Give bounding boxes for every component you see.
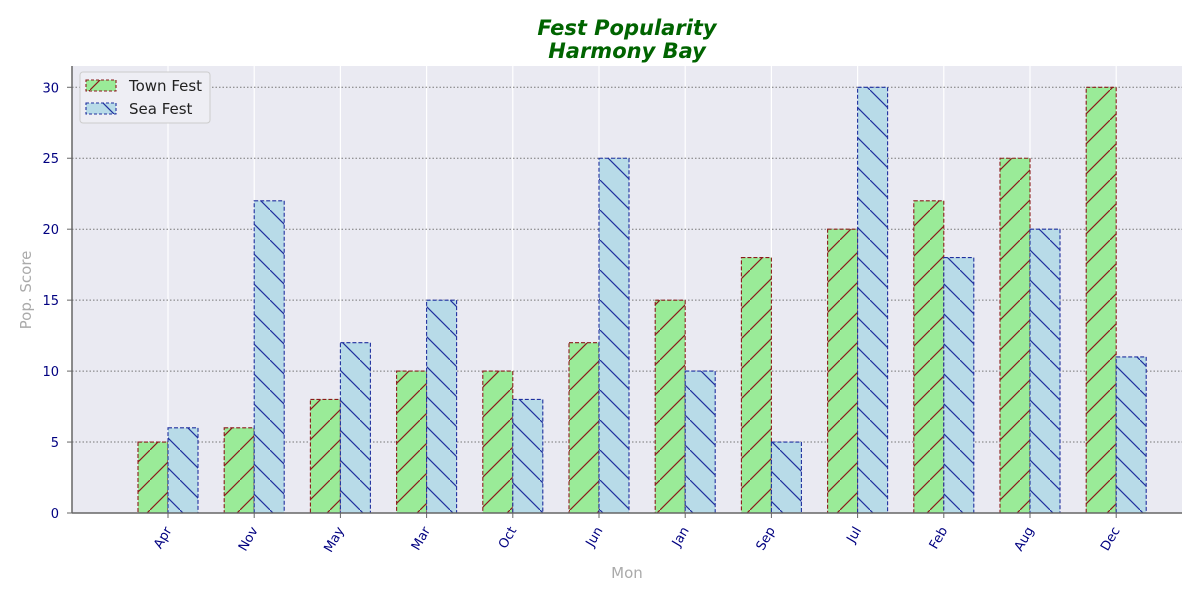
x-tick-label: Aug (1012, 525, 1038, 554)
legend-label-town-fest: Town Fest (128, 77, 202, 95)
x-tick-label: Jan (669, 525, 693, 551)
y-tick-label: 10 (42, 365, 59, 380)
y-tick-label: 30 (42, 81, 59, 96)
x-tick-label: Dec (1098, 525, 1124, 554)
bar-hatch-sea-fest (167, 427, 199, 514)
y-tick-label: 5 (51, 436, 59, 451)
y-tick-label: 25 (42, 152, 59, 167)
bar-hatch-sea-fest (598, 157, 630, 514)
bar-hatch-sea-fest (684, 370, 716, 514)
x-tick-label: Feb (927, 525, 952, 552)
x-tick-label: Mar (409, 524, 435, 553)
y-tick-label: 15 (42, 294, 59, 309)
legend: Town Fest Sea Fest (79, 71, 211, 124)
bar-hatch-town-fest (913, 200, 945, 514)
bar-hatch-sea-fest (253, 200, 285, 514)
bar-hatch-sea-fest (943, 257, 975, 514)
bar-hatch-town-fest (999, 157, 1031, 514)
bar-hatch-sea-fest (339, 342, 371, 514)
chart-title-line-2: Harmony Bay (548, 39, 707, 63)
y-tick-labels: 0 5 10 15 20 25 30 (42, 81, 72, 522)
x-axis-label: Mon (611, 564, 643, 582)
x-tick-label: Nov (236, 524, 262, 554)
bar-hatch-town-fest (309, 398, 341, 514)
bar-hatch-sea-fest (426, 299, 458, 514)
y-tick-label: 0 (51, 507, 59, 522)
bar-hatch-town-fest (137, 441, 169, 514)
x-tick-label: May (321, 524, 348, 555)
horizontal-grid (72, 86, 1182, 443)
bar-hatch-town-fest (482, 370, 514, 514)
x-tick-label: Oct (496, 525, 520, 552)
x-tick-label: Sep (754, 525, 779, 554)
bar-hatch-town-fest (1085, 86, 1117, 514)
x-tick-label: Apr (151, 524, 176, 552)
x-tick-label: Jul (844, 525, 865, 547)
chart-title-line-1: Fest Popularity (537, 16, 718, 40)
bar-hatch-town-fest (223, 427, 255, 514)
bar-hatch-town-fest (654, 299, 686, 514)
bar-hatch-sea-fest (1115, 356, 1147, 514)
bar-hatch-sea-fest (1029, 228, 1061, 514)
x-tick-labels: Apr Nov May Mar Oct Jun Jan Sep Jul Feb Aug Dec (151, 513, 1124, 555)
bar-hatch-town-fest (827, 228, 859, 514)
x-tick-label: Jun (583, 525, 607, 551)
y-tick-label: 20 (42, 223, 59, 238)
bars-group (137, 86, 1147, 514)
legend-swatch-hatch (86, 80, 116, 91)
y-axis-label: Pop. Score (17, 251, 35, 330)
bar-hatch-town-fest (740, 257, 772, 514)
bar-hatch-sea-fest (857, 86, 889, 514)
bar-hatch-sea-fest (770, 441, 802, 514)
legend-swatch-hatch (86, 103, 116, 114)
bar-hatch-sea-fest (512, 398, 544, 514)
legend-label-sea-fest: Sea Fest (129, 100, 193, 118)
bar-hatch-town-fest (568, 342, 600, 514)
bar-hatch-town-fest (396, 370, 428, 514)
